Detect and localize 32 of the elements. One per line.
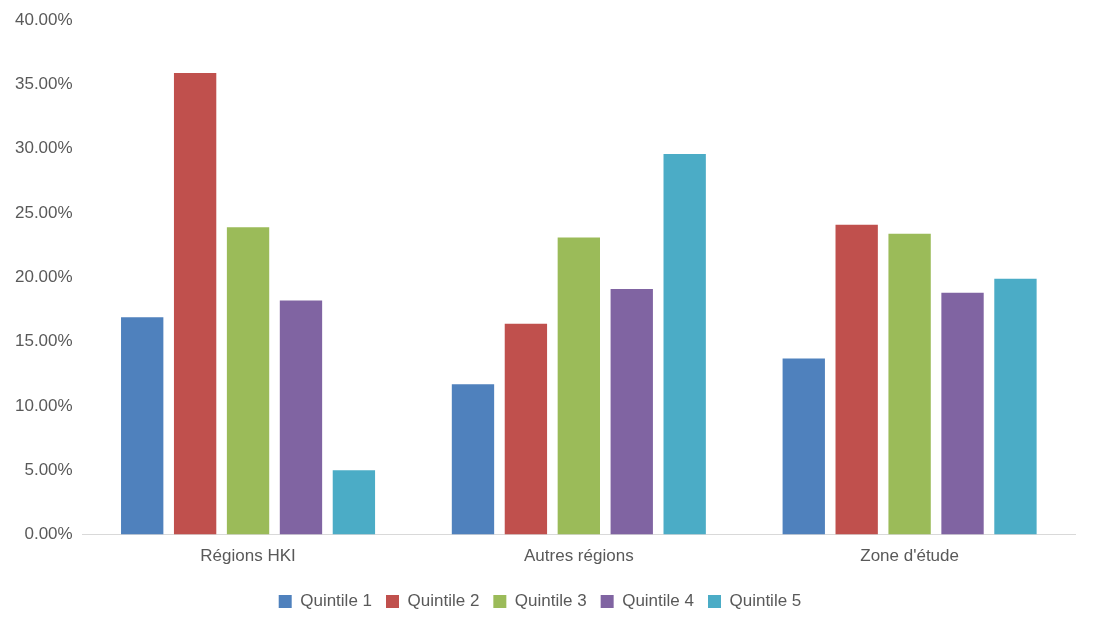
bar [941, 292, 984, 535]
x-tick-label: Régions HKI [200, 546, 296, 566]
bar [782, 358, 825, 535]
bar [994, 278, 1037, 535]
y-tick-label: 10.00% [14, 395, 73, 415]
y-tick-label: 15.00% [14, 331, 73, 351]
bar [610, 288, 653, 535]
y-tick-label: 30.00% [14, 138, 73, 158]
bar [279, 300, 323, 535]
y-tick-label: 5.00% [24, 459, 73, 479]
bar [663, 153, 706, 535]
legend-label: Quintile 3 [514, 591, 587, 611]
y-tick-label: 0.00% [24, 524, 73, 544]
legend-label: Quintile 2 [407, 591, 480, 611]
y-tick-label: 20.00% [14, 267, 73, 287]
bar [835, 224, 878, 535]
legend-label: Quintile 1 [300, 591, 373, 611]
bar [226, 227, 270, 535]
bar [888, 233, 931, 535]
bar [121, 317, 164, 535]
y-tick-label: 25.00% [14, 202, 73, 222]
bar [173, 72, 217, 535]
bar [332, 470, 376, 535]
legend-label: Quintile 5 [729, 591, 802, 611]
bar [451, 384, 495, 535]
y-tick-label: 35.00% [14, 74, 73, 94]
x-tick-label: Zone d'étude [860, 546, 959, 566]
bar [557, 237, 600, 535]
y-tick-label: 40.00% [14, 9, 73, 29]
legend-label: Quintile 4 [622, 591, 694, 611]
x-tick-label: Autres régions [524, 546, 634, 566]
bar [504, 323, 548, 535]
